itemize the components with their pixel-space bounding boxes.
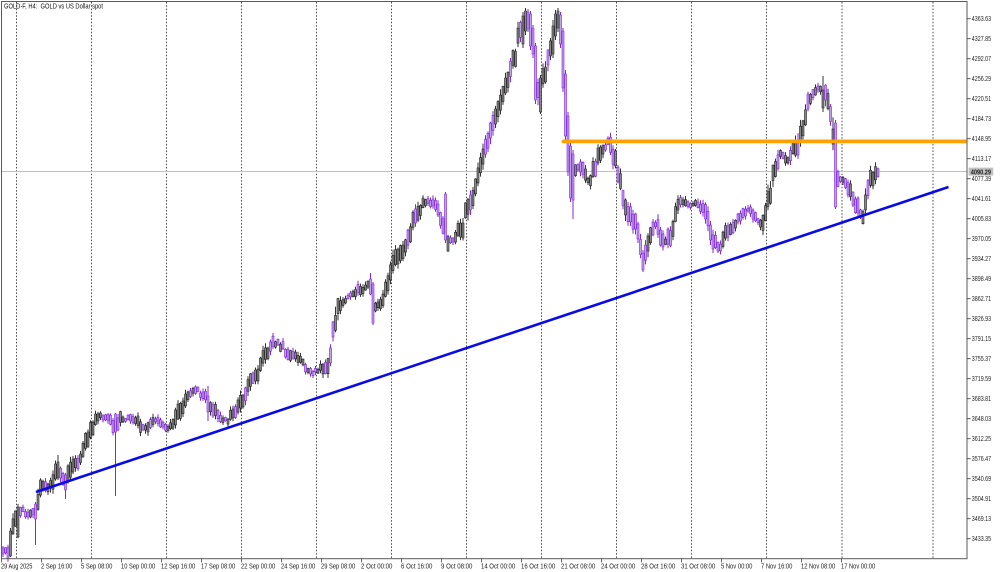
svg-text:3862.71: 3862.71 [972, 294, 991, 303]
svg-text:3755.37: 3755.37 [972, 354, 991, 363]
svg-text:3826.93: 3826.93 [972, 314, 991, 323]
svg-text:3648.03: 3648.03 [972, 414, 991, 423]
svg-text:GOLD-F, H4: GOLD vs US Dollar: GOLD-F, H4: GOLD vs US Dollar spot [4, 2, 104, 11]
svg-text:4077.39: 4077.39 [972, 174, 991, 183]
svg-text:3433.35: 3433.35 [972, 534, 991, 543]
svg-text:9 Oct 08:00: 9 Oct 08:00 [441, 562, 472, 571]
svg-text:17 Sep 08:00: 17 Sep 08:00 [201, 562, 235, 571]
svg-text:2 Oct 00:00: 2 Oct 00:00 [361, 562, 392, 571]
svg-text:3934.27: 3934.27 [972, 254, 991, 263]
svg-text:3791.15: 3791.15 [972, 334, 991, 343]
svg-text:7 Nov 16:00: 7 Nov 16:00 [761, 562, 792, 571]
svg-text:16 Oct 16:00: 16 Oct 16:00 [521, 562, 555, 571]
svg-text:12 Sep 16:00: 12 Sep 16:00 [161, 562, 195, 571]
svg-text:28 Oct 16:00: 28 Oct 16:00 [641, 562, 675, 571]
svg-text:3970.05: 3970.05 [972, 234, 991, 243]
svg-text:29 Aug 2025: 29 Aug 2025 [1, 562, 32, 571]
svg-text:4327.85: 4327.85 [972, 34, 991, 43]
svg-text:4148.95: 4148.95 [972, 134, 991, 143]
svg-text:4363.63: 4363.63 [972, 14, 991, 23]
svg-text:3576.47: 3576.47 [972, 454, 991, 463]
svg-text:4113.17: 4113.17 [972, 154, 991, 163]
svg-text:14 Oct 00:00: 14 Oct 00:00 [481, 562, 515, 571]
svg-text:3504.91: 3504.91 [972, 494, 991, 503]
svg-text:17 Nov 00:00: 17 Nov 00:00 [841, 562, 875, 571]
svg-text:3719.59: 3719.59 [972, 374, 991, 383]
svg-text:4220.51: 4220.51 [972, 94, 991, 103]
svg-text:5 Nov 00:00: 5 Nov 00:00 [721, 562, 752, 571]
svg-text:29 Sep 08:00: 29 Sep 08:00 [321, 562, 355, 571]
svg-text:2 Sep 16:00: 2 Sep 16:00 [41, 562, 72, 571]
svg-text:4292.07: 4292.07 [972, 54, 991, 63]
svg-text:3540.69: 3540.69 [972, 474, 991, 483]
svg-text:24 Sep 16:00: 24 Sep 16:00 [281, 562, 315, 571]
svg-text:4005.83: 4005.83 [972, 214, 991, 223]
svg-text:22 Sep 00:00: 22 Sep 00:00 [241, 562, 275, 571]
svg-text:12 Nov 08:00: 12 Nov 08:00 [801, 562, 835, 571]
svg-text:3898.49: 3898.49 [972, 274, 991, 283]
svg-text:24 Oct 00:00: 24 Oct 00:00 [601, 562, 635, 571]
svg-text:3612.25: 3612.25 [972, 434, 991, 443]
svg-text:3683.81: 3683.81 [972, 394, 991, 403]
svg-text:4184.73: 4184.73 [972, 114, 991, 123]
svg-text:4256.29: 4256.29 [972, 74, 991, 83]
svg-text:21 Oct 08:00: 21 Oct 08:00 [561, 562, 595, 571]
svg-text:4090.29: 4090.29 [971, 167, 991, 176]
svg-text:6 Oct 16:00: 6 Oct 16:00 [401, 562, 432, 571]
svg-text:10 Sep 00:00: 10 Sep 00:00 [121, 562, 155, 571]
svg-text:4041.61: 4041.61 [972, 194, 991, 203]
svg-text:3469.13: 3469.13 [972, 514, 991, 523]
svg-text:5 Sep 08:00: 5 Sep 08:00 [81, 562, 112, 571]
svg-text:31 Oct 08:00: 31 Oct 08:00 [681, 562, 715, 571]
